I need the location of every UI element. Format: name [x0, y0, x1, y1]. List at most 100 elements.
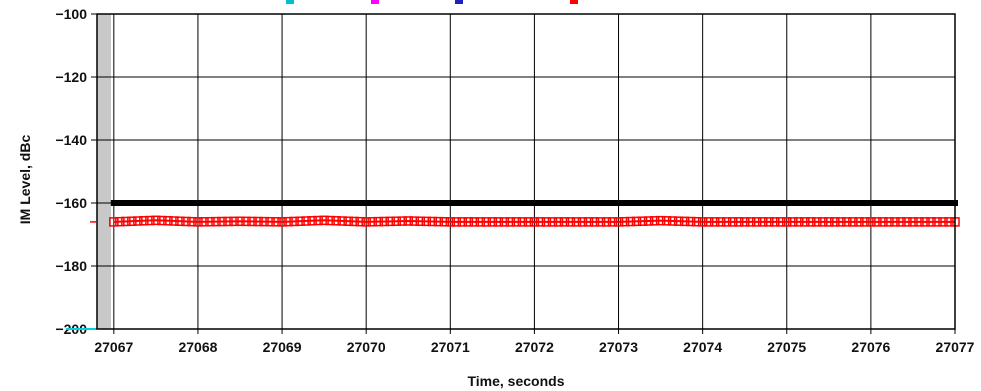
- data-point: [836, 217, 846, 227]
- data-point: [926, 217, 936, 227]
- data-point: [685, 216, 696, 227]
- data-point: [739, 217, 750, 227]
- data-point: [235, 216, 245, 227]
- data-point: [217, 216, 227, 227]
- data-point: [806, 217, 816, 227]
- data-point: [229, 216, 239, 227]
- data-point: [699, 200, 706, 206]
- series: [109, 200, 960, 227]
- edge-markers: [66, 221, 96, 330]
- y-tick-label: −180: [55, 258, 87, 274]
- data-point: [343, 216, 353, 226]
- x-tick-label: 27068: [178, 339, 217, 355]
- data-point: [607, 217, 618, 227]
- data-point: [890, 217, 900, 227]
- data-point: [337, 216, 347, 226]
- data-point: [469, 217, 480, 227]
- data-point: [709, 217, 720, 227]
- data-point: [944, 217, 954, 227]
- data-point: [433, 216, 444, 227]
- data-point: [517, 217, 528, 227]
- data-point: [139, 216, 149, 226]
- data-point: [301, 216, 311, 226]
- data-point: [367, 217, 377, 227]
- data-point: [848, 217, 858, 227]
- data-point: [295, 216, 305, 226]
- data-point: [782, 217, 792, 227]
- data-point: [109, 217, 119, 227]
- y-axis-title: IM Level, dBc: [17, 135, 33, 225]
- data-point: [241, 216, 251, 227]
- data-point: [830, 217, 840, 227]
- y-tick-label: −120: [55, 69, 87, 85]
- data-point: [415, 216, 426, 226]
- axis-ticks: 27067 27068 27069 27070 27071 27072 27073 27074…: [55, 6, 974, 355]
- x-tick-label: 27072: [515, 339, 554, 355]
- data-point: [307, 216, 317, 226]
- data-point: [253, 216, 263, 227]
- data-point: [884, 217, 894, 227]
- data-point: [283, 216, 293, 227]
- data-point: [133, 216, 143, 226]
- data-point: [457, 217, 468, 227]
- x-tick-label: 27076: [851, 339, 890, 355]
- data-point: [403, 216, 413, 226]
- data-point: [583, 217, 594, 227]
- data-point: [691, 216, 702, 227]
- data-point: [679, 216, 690, 227]
- data-point: [193, 217, 203, 227]
- plot-area: [111, 14, 955, 329]
- data-point: [427, 216, 438, 227]
- data-point: [914, 217, 924, 227]
- data-point: [223, 216, 233, 227]
- data-point: [842, 217, 852, 227]
- data-point: [920, 217, 930, 227]
- data-point: [902, 217, 912, 227]
- data-point: [194, 200, 201, 206]
- data-point: [854, 217, 864, 227]
- data-point: [151, 215, 161, 226]
- data-point: [529, 217, 540, 227]
- legend-swatch: [455, 0, 463, 4]
- data-point: [391, 216, 401, 226]
- data-point: [637, 216, 648, 226]
- data-point: [655, 215, 666, 226]
- data-point: [247, 216, 257, 227]
- y-tick-label: −140: [55, 132, 87, 148]
- data-point: [349, 216, 359, 227]
- x-tick-label: 27067: [94, 339, 133, 355]
- data-point: [523, 217, 534, 227]
- data-point: [565, 217, 576, 227]
- data-point: [703, 217, 714, 227]
- data-point: [409, 216, 419, 226]
- data-point: [812, 217, 822, 227]
- data-point: [475, 217, 486, 227]
- x-tick-label: 27074: [683, 339, 722, 355]
- series-2: [109, 215, 960, 227]
- data-point: [908, 217, 918, 227]
- data-point: [571, 217, 582, 227]
- series-1: [110, 200, 958, 206]
- data-point: [511, 217, 522, 227]
- data-point: [866, 217, 876, 227]
- data-point: [531, 200, 538, 206]
- data-point: [115, 216, 125, 227]
- data-point: [601, 217, 612, 227]
- data-point: [331, 216, 341, 226]
- data-point: [175, 216, 185, 226]
- data-point: [783, 200, 790, 206]
- data-point: [595, 217, 606, 227]
- data-point: [363, 200, 370, 206]
- legend: [286, 0, 578, 4]
- data-point: [163, 216, 173, 226]
- data-point: [763, 217, 774, 227]
- data-point: [127, 216, 137, 226]
- data-point: [499, 217, 510, 227]
- data-point: [447, 200, 454, 206]
- data-point: [259, 216, 269, 227]
- data-point: [271, 217, 281, 227]
- data-point: [800, 217, 810, 227]
- data-point: [451, 217, 462, 227]
- data-point: [325, 215, 335, 226]
